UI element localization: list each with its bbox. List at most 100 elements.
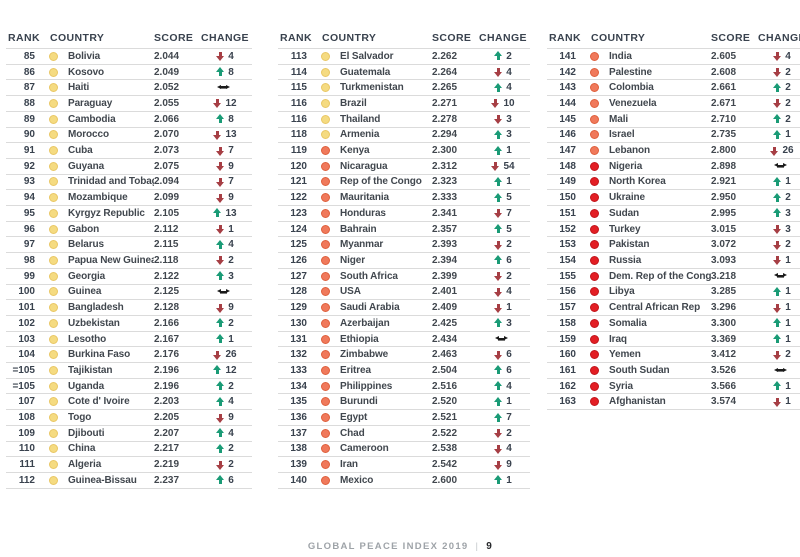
score-value: 2.608 — [711, 66, 737, 78]
score-value: 2.125 — [154, 286, 180, 298]
country-tier-dot-icon — [589, 83, 599, 93]
score-value: 2.520 — [432, 396, 458, 408]
tier-dot-cell — [581, 365, 607, 375]
tier-dot-cell — [312, 444, 338, 454]
change-cell: 2 — [198, 381, 252, 392]
score-value: 2.323 — [432, 176, 458, 188]
change-cell: 4 — [198, 51, 252, 62]
country-tier-dot-icon — [320, 114, 330, 124]
country-tier-dot-icon — [320, 334, 330, 344]
score-value: 2.219 — [154, 459, 180, 471]
score-header: SCORE — [154, 32, 194, 44]
country-name: Cote d' Ivoire — [68, 396, 130, 408]
tier-dot-cell — [581, 381, 607, 391]
country-name: Bolivia — [68, 50, 101, 62]
table-row: 162 Syria 3.566 1 — [547, 377, 800, 394]
change-value: 2 — [228, 380, 234, 392]
change-value: 6 — [506, 364, 512, 376]
change-value: 2 — [228, 254, 234, 266]
score-value: 2.262 — [432, 50, 458, 62]
table-row: 144 Venezuela 2.671 2 — [547, 95, 800, 111]
score-value: 3.412 — [711, 349, 737, 361]
change-cell: 1 — [476, 176, 530, 187]
tier-dot-cell — [312, 114, 338, 124]
table-row: 132 Zimbabwe 2.463 6 — [278, 346, 530, 362]
country-tier-dot-icon — [589, 365, 599, 375]
change-cell: 5 — [476, 192, 530, 203]
change-value: 1 — [506, 302, 512, 314]
country-name: Rep of the Congo — [340, 176, 422, 188]
table-row: 138 Cameroon 2.538 4 — [278, 440, 530, 457]
table-row: 143 Colombia 2.661 2 — [547, 79, 800, 95]
country-name: Myanmar — [340, 239, 384, 251]
change-cell: 1 — [198, 224, 252, 235]
change-value: 3 — [228, 270, 234, 282]
change-value: 6 — [506, 254, 512, 266]
table-row: 124 Bahrain 2.357 5 — [278, 220, 530, 237]
table-header: RANK COUNTRY SCORE CHANGE — [6, 28, 252, 48]
change-value: 1 — [506, 176, 512, 188]
table-row: 95 Kyrgyz Republic 2.105 13 — [6, 205, 252, 221]
tier-dot-cell — [581, 98, 607, 108]
rank-value: 149 — [559, 176, 576, 188]
score-value: 2.049 — [154, 66, 180, 78]
change-value: 6 — [228, 474, 234, 486]
table-row: 154 Russia 3.093 1 — [547, 252, 800, 268]
country-name: Nigeria — [609, 160, 643, 172]
score-value: 3.369 — [711, 333, 737, 345]
change-down-icon — [216, 51, 225, 62]
tier-dot-cell — [312, 240, 338, 250]
score-value: 2.522 — [432, 427, 458, 439]
country-name: El Salvador — [340, 50, 394, 62]
country-tier-dot-icon — [48, 114, 58, 124]
change-cell: 13 — [198, 208, 252, 219]
country-name: China — [68, 443, 96, 455]
country-tier-dot-icon — [320, 428, 330, 438]
table-row: 103 Lesotho 2.167 1 — [6, 330, 252, 347]
country-name: Nicaragua — [340, 160, 388, 172]
country-name: Kosovo — [68, 66, 105, 78]
change-up-icon — [494, 381, 503, 391]
change-down-icon — [216, 255, 225, 266]
table-row: 112 Guinea-Bissau 2.237 6 — [6, 471, 252, 488]
tier-dot-cell — [312, 428, 338, 438]
tier-dot-cell — [312, 161, 338, 171]
score-value: 2.070 — [154, 129, 180, 141]
score-value: 2.118 — [154, 254, 179, 266]
score-value: 2.271 — [432, 97, 458, 109]
change-value: 12 — [225, 97, 237, 109]
change-cell: 3 — [476, 114, 530, 125]
table-row: 90 Morocco 2.070 13 — [6, 126, 252, 143]
score-value: 3.574 — [711, 396, 737, 408]
change-cell: 2 — [198, 443, 252, 454]
score-value: 2.995 — [711, 207, 737, 219]
rank-value: 138 — [290, 443, 307, 455]
table-row: 126 Niger 2.394 6 — [278, 252, 530, 268]
rank-value: 137 — [290, 427, 307, 439]
change-cell: 2 — [755, 349, 800, 360]
table-row: 139 Iran 2.542 9 — [278, 456, 530, 472]
ranking-table-column-2: RANK COUNTRY SCORE CHANGE 113 El Salvado… — [278, 28, 530, 489]
country-name: Brazil — [340, 97, 367, 109]
country-tier-dot-icon — [589, 287, 599, 297]
score-value: 2.661 — [711, 82, 737, 94]
country-name: North Korea — [609, 176, 666, 188]
change-value: 8 — [228, 113, 234, 125]
change-cell: 4 — [198, 239, 252, 250]
tier-dot-cell — [40, 208, 66, 218]
rank-value: 133 — [290, 364, 307, 376]
change-cell: 1 — [476, 145, 530, 156]
change-value: 2 — [506, 239, 512, 251]
country-name: Gabon — [68, 223, 100, 235]
country-tier-dot-icon — [48, 83, 58, 93]
score-value: 2.605 — [711, 50, 737, 62]
change-value: 3 — [785, 207, 791, 219]
change-cell: 12 — [198, 98, 252, 109]
score-value: 2.265 — [432, 82, 458, 94]
tier-dot-cell — [40, 51, 66, 61]
score-value: 2.196 — [154, 380, 180, 392]
rank-value: 100 — [18, 286, 35, 298]
country-tier-dot-icon — [320, 460, 330, 470]
rank-value: 129 — [290, 302, 307, 314]
